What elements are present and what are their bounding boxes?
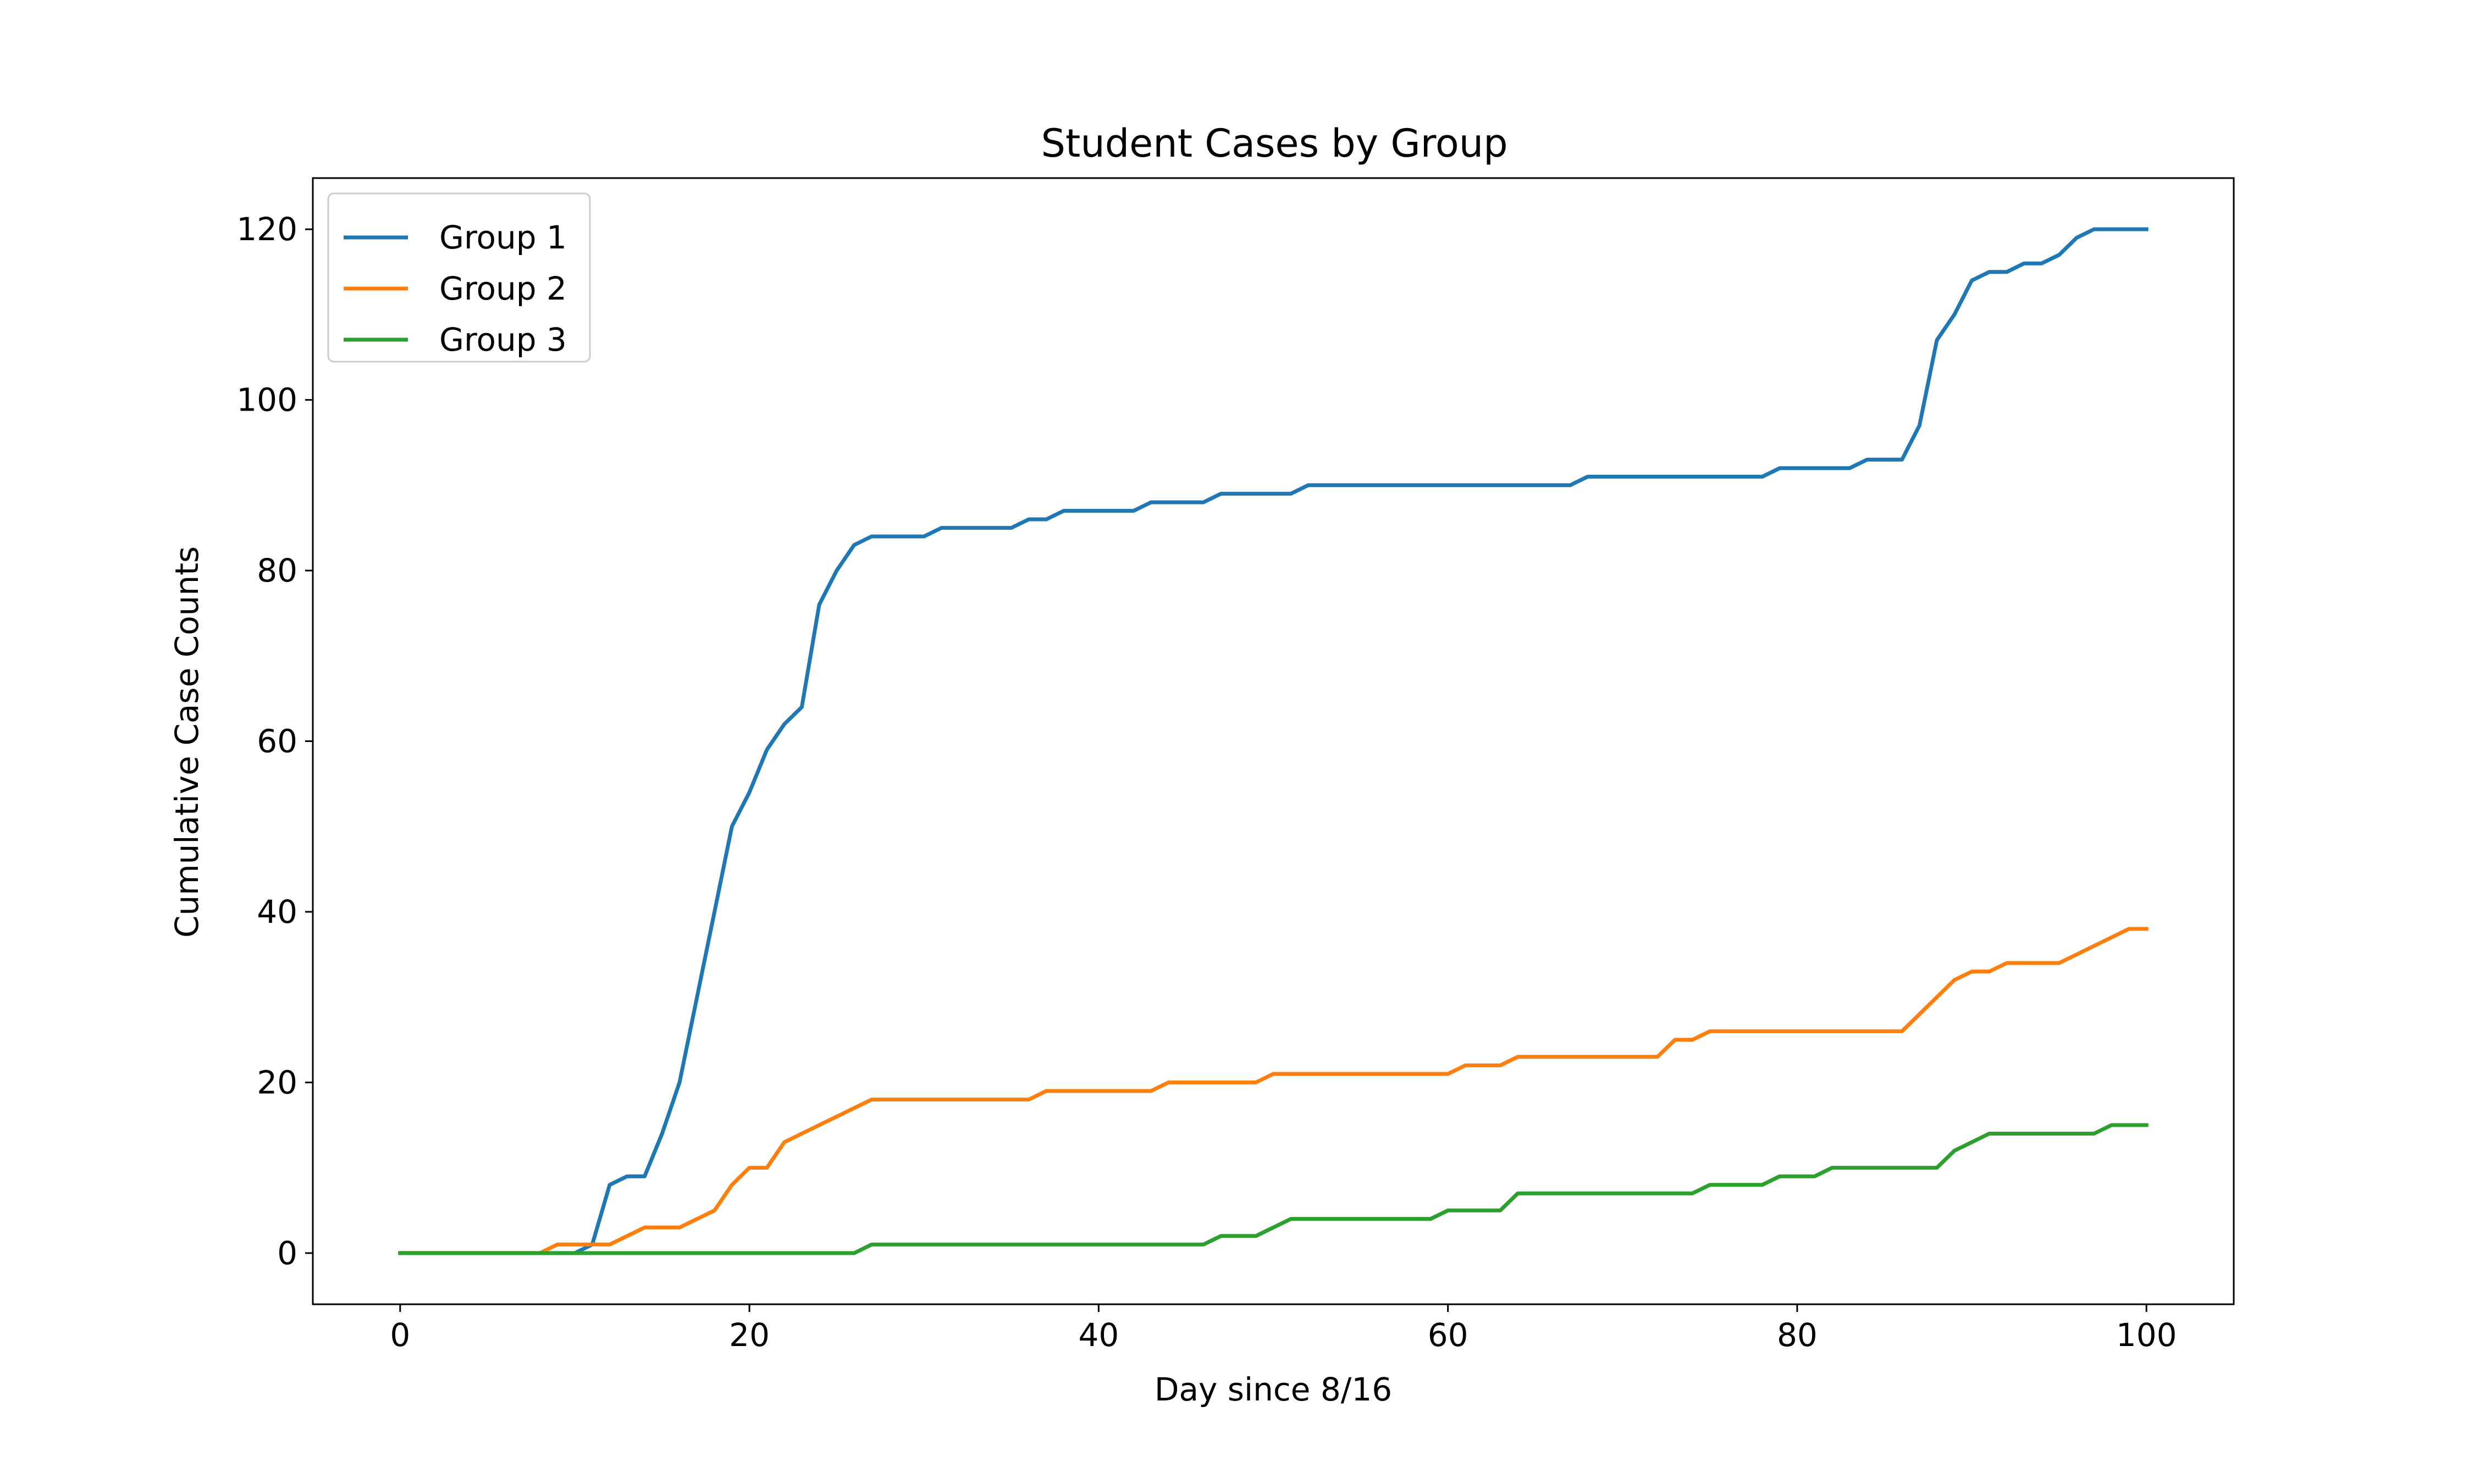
y-tick-label: 100 [236,381,297,419]
legend-label-2: Group 2 [439,270,567,307]
x-tick-label: 100 [2116,1316,2177,1354]
x-tick-label: 40 [1078,1316,1119,1354]
chart-title: Student Cases by Group [1041,121,1507,166]
y-tick-label: 40 [257,893,297,931]
x-tick-label: 60 [1428,1316,1468,1354]
y-tick-label: 0 [277,1234,297,1272]
series-line-3 [398,1123,2149,1255]
x-tick-label: 20 [729,1316,770,1354]
series-layer [398,227,2149,1255]
y-tick-label: 80 [257,552,297,589]
x-tick-label: 80 [1777,1316,1818,1354]
x-axis: 0 20 40 60 80 100 [390,1304,2177,1354]
x-tick-label: 0 [390,1316,410,1354]
y-tick-label: 120 [236,211,297,248]
legend-label-3: Group 3 [439,321,567,358]
series-line-1 [398,227,2149,1255]
legend: Group 1 Group 2 Group 3 [327,192,591,363]
x-axis-label: Day since 8/16 [1155,1371,1392,1408]
y-axis: 0 20 40 60 80 100 120 [236,211,313,1272]
y-tick-label: 20 [257,1064,297,1101]
legend-label-1: Group 1 [439,219,567,256]
y-axis-label: Cumulative Case Counts [168,546,206,938]
y-tick-label: 60 [257,723,297,760]
series-line-2 [398,927,2149,1255]
